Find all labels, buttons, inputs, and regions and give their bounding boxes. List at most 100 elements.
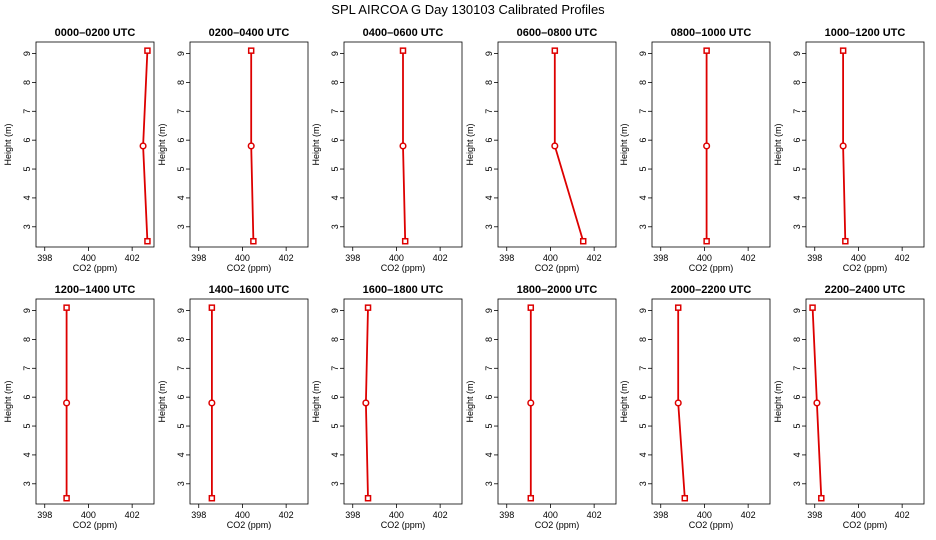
x-tick-label: 402 <box>895 253 910 263</box>
data-point <box>703 47 710 54</box>
panel-title: 0800–1000 UTC <box>671 27 752 39</box>
y-tick-label: 5 <box>22 424 32 429</box>
data-point <box>674 304 682 311</box>
x-tick-label: 398 <box>499 510 514 520</box>
y-tick-label: 4 <box>176 195 186 200</box>
x-axis-label: CO2 (ppm) <box>843 520 888 530</box>
y-axis-label: Height (m) <box>157 123 167 165</box>
y-axis-label: Height (m) <box>3 123 13 165</box>
data-point <box>703 142 711 150</box>
y-axis-label: Height (m) <box>3 380 13 422</box>
x-tick-label: 398 <box>653 253 668 263</box>
data-point <box>364 304 372 311</box>
y-tick-label: 4 <box>330 195 340 200</box>
y-tick-label: 7 <box>484 366 494 371</box>
x-axis-label: CO2 (ppm) <box>381 263 426 273</box>
y-tick-label: 9 <box>484 51 494 56</box>
y-axis-label: Height (m) <box>619 380 629 422</box>
y-tick-label: 7 <box>330 109 340 114</box>
y-tick-label: 8 <box>330 80 340 85</box>
y-tick-label: 7 <box>22 109 32 114</box>
y-tick-label: 6 <box>330 138 340 143</box>
y-tick-label: 6 <box>176 395 186 400</box>
x-tick-label: 398 <box>807 510 822 520</box>
x-tick-label: 402 <box>895 510 910 520</box>
data-point <box>842 237 849 245</box>
y-tick-label: 6 <box>22 395 32 400</box>
data-point <box>247 142 255 150</box>
y-tick-label: 5 <box>22 167 32 172</box>
y-tick-label: 7 <box>330 366 340 371</box>
y-tick-label: 9 <box>22 308 32 313</box>
y-tick-label: 3 <box>638 224 648 229</box>
data-point <box>813 399 821 407</box>
y-tick-label: 3 <box>638 481 648 486</box>
panel-title: 0000–0200 UTC <box>55 27 136 39</box>
y-tick-label: 7 <box>792 366 802 371</box>
y-tick-label: 5 <box>484 167 494 172</box>
panel-title: 2000–2200 UTC <box>671 284 752 296</box>
y-tick-label: 4 <box>22 195 32 200</box>
data-point <box>818 494 825 502</box>
plot-frame <box>343 41 463 248</box>
y-tick-label: 4 <box>484 195 494 200</box>
y-tick-label: 3 <box>330 224 340 229</box>
y-tick-label: 3 <box>176 481 186 486</box>
data-point <box>839 47 847 54</box>
plot-frame <box>651 298 771 505</box>
x-tick-label: 402 <box>587 253 602 263</box>
data-point <box>809 304 816 311</box>
y-tick-label: 7 <box>176 366 186 371</box>
data-point <box>399 47 407 54</box>
x-tick-label: 400 <box>235 253 250 263</box>
x-axis-label: CO2 (ppm) <box>535 520 580 530</box>
x-axis-label: CO2 (ppm) <box>689 520 734 530</box>
x-tick-label: 400 <box>543 510 558 520</box>
y-tick-label: 7 <box>638 109 648 114</box>
y-tick-label: 8 <box>484 80 494 85</box>
y-tick-label: 7 <box>176 109 186 114</box>
data-point <box>364 494 372 502</box>
y-tick-label: 7 <box>22 366 32 371</box>
x-tick-label: 398 <box>37 253 52 263</box>
y-tick-label: 6 <box>330 395 340 400</box>
y-tick-label: 8 <box>22 337 32 342</box>
y-tick-label: 4 <box>638 195 648 200</box>
y-axis-label: Height (m) <box>465 123 475 165</box>
y-tick-label: 8 <box>22 80 32 85</box>
x-axis-label: CO2 (ppm) <box>227 520 272 530</box>
x-tick-label: 402 <box>125 510 140 520</box>
y-tick-label: 5 <box>792 424 802 429</box>
chart-title: SPL AIRCOA G Day 130103 Calibrated Profi… <box>331 2 605 17</box>
y-axis-label: Height (m) <box>619 123 629 165</box>
y-tick-label: 4 <box>176 452 186 457</box>
plot-frame <box>805 298 925 505</box>
x-tick-label: 398 <box>191 253 206 263</box>
y-tick-label: 7 <box>484 109 494 114</box>
data-point <box>703 237 710 245</box>
data-point <box>681 494 689 502</box>
panel-12: 2200–2400 UTC 398 400 402 3 4 5 6 7 8 9 CO2 (ppm) He… <box>773 284 925 530</box>
y-tick-label: 9 <box>792 308 802 313</box>
data-point <box>63 494 70 502</box>
plot-frame <box>189 298 309 505</box>
y-tick-label: 6 <box>176 138 186 143</box>
x-tick-label: 402 <box>279 510 294 520</box>
plot-frame <box>497 41 617 248</box>
x-axis-label: CO2 (ppm) <box>381 520 426 530</box>
panel-6: 1000–1200 UTC 398 400 402 3 4 5 6 7 8 9 CO2 (ppm) He… <box>773 27 925 273</box>
x-tick-label: 402 <box>433 510 448 520</box>
panel-11: 2000–2200 UTC 398 400 402 3 4 5 6 7 8 9 CO2 (ppm) He… <box>619 284 771 530</box>
y-axis-label: Height (m) <box>311 380 321 422</box>
data-point <box>399 142 407 150</box>
y-tick-label: 6 <box>638 138 648 143</box>
x-axis-label: CO2 (ppm) <box>843 263 888 273</box>
y-tick-label: 8 <box>176 80 186 85</box>
y-tick-label: 3 <box>22 481 32 486</box>
data-point <box>139 142 147 150</box>
plot-frame <box>651 41 771 248</box>
y-tick-label: 9 <box>22 51 32 56</box>
x-tick-label: 398 <box>345 510 360 520</box>
x-tick-label: 400 <box>543 253 558 263</box>
